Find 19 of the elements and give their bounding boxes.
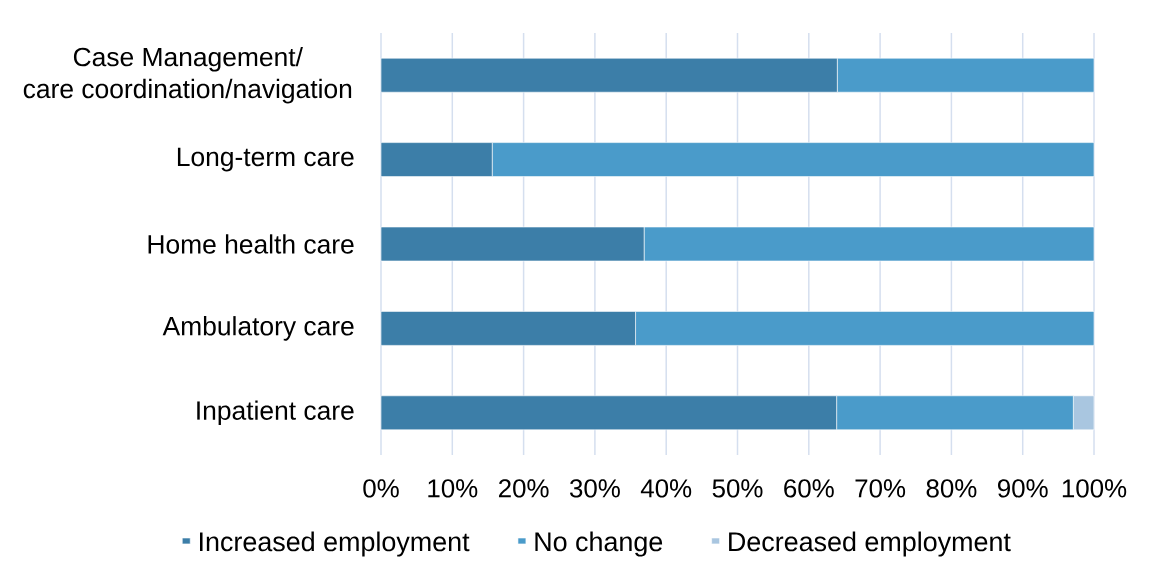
legend-label: No change (535, 531, 663, 557)
x-tick-label: 100% (1062, 479, 1127, 498)
y-tick-label: Ambulatory care (162, 316, 354, 341)
x-tick-label: 20% (498, 479, 549, 498)
x-tick-label: 10% (428, 479, 478, 498)
x-tick-label: 40% (640, 479, 692, 498)
y-tick-label: Inpatient care (197, 400, 354, 426)
x-tick-label: 80% (926, 479, 977, 498)
x-tick-label: 90% (998, 479, 1048, 498)
x-tick-label: 70% (855, 479, 906, 498)
y-tick-label: Long-term care (177, 147, 354, 172)
y-tick-label: Case Management/ care coordination/navigation (23, 46, 352, 104)
legend-label: Decreased employment (729, 531, 1011, 557)
x-tick-label: 30% (569, 479, 620, 498)
y-tick-label: Home health care (148, 234, 354, 254)
x-tick-label: 0% (363, 479, 399, 498)
x-tick-label: 60% (784, 479, 834, 498)
legend-label: Increased employment (200, 531, 470, 557)
x-tick-label: 50% (712, 479, 763, 498)
